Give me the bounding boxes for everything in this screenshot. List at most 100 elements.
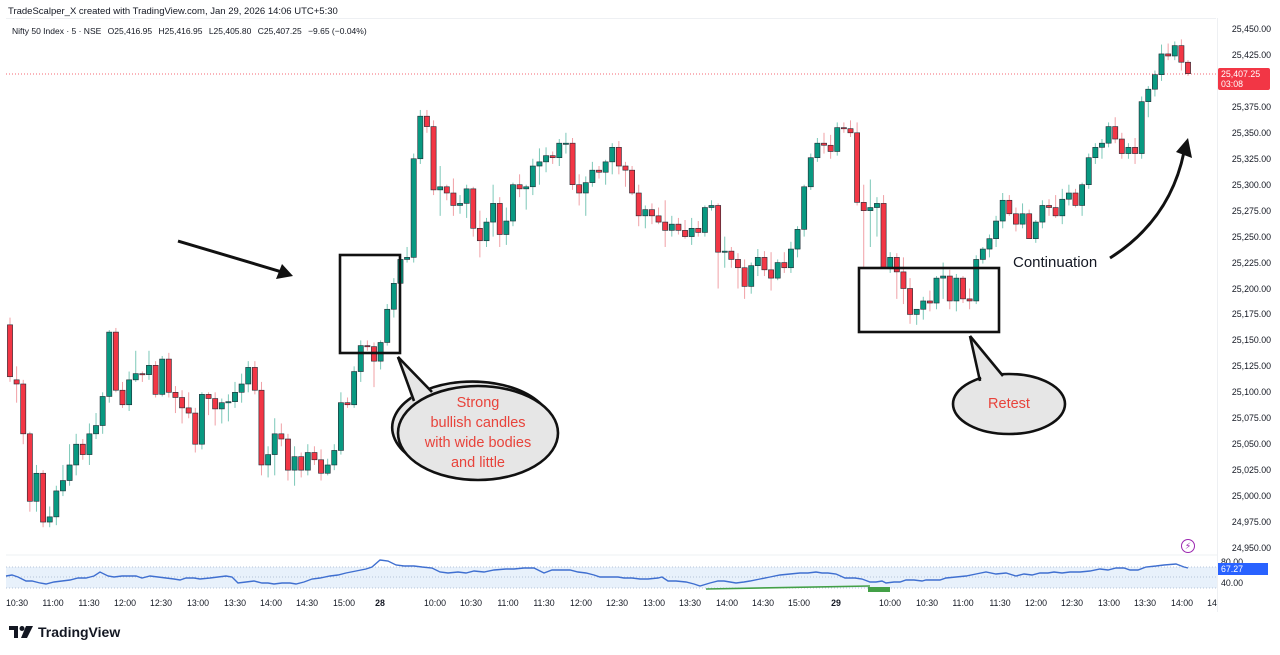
price-tick-label: 25,150.00	[1231, 335, 1271, 346]
price-axis[interactable]: 25,450.00 25,425.00 25,375.00 25,350.00 25,3…	[1217, 18, 1280, 612]
candle-body	[1065, 192, 1072, 200]
candle-body	[265, 454, 272, 466]
candle-body	[417, 115, 424, 160]
candle-body	[496, 203, 503, 235]
time-axis[interactable]: 10:30 11:00 11:30 12:00 12:30 13:00 13:30 14:00…	[6, 594, 1217, 612]
candle-body	[649, 209, 655, 217]
candle-body	[212, 398, 219, 410]
candle-body	[576, 184, 583, 194]
candle-body	[1072, 192, 1079, 206]
candle-body	[390, 283, 397, 310]
callout-tail-strong	[398, 357, 432, 400]
candle-body	[596, 169, 602, 173]
price-tick-label: 25,325.00	[1231, 153, 1271, 164]
candle-body	[364, 345, 371, 348]
candle-body	[324, 464, 331, 474]
candle-body	[933, 277, 940, 304]
price-tick-label: 24,950.00	[1231, 543, 1271, 553]
candle-body	[1039, 205, 1046, 223]
candle-body	[788, 248, 794, 269]
rsi-divergence-marker	[868, 587, 890, 592]
callout-tail-edge	[396, 356, 416, 402]
candle-body	[754, 257, 761, 266]
candle-body	[337, 402, 344, 451]
time-tick-label: 12:30	[605, 598, 629, 608]
candle-body	[662, 221, 669, 231]
candle-body	[20, 383, 27, 435]
candle-body	[1132, 147, 1138, 154]
price-tick-label: 24,975.00	[1231, 517, 1271, 528]
retest-highlight-box	[857, 266, 1001, 334]
time-tick-label: 12:00	[113, 598, 137, 608]
candle-body	[7, 324, 13, 378]
candle-body	[1152, 74, 1158, 90]
candle-body	[490, 203, 497, 223]
candles-group	[7, 39, 1191, 528]
continuation-label: Continuation	[1013, 254, 1098, 271]
last-price-badge: 25,407.25 03:08	[1218, 68, 1270, 90]
candle-body	[801, 186, 808, 230]
tradingview-logo: TradingView	[9, 624, 120, 640]
candle-body	[900, 271, 907, 289]
candle-body	[93, 425, 99, 435]
price-tick-label: 25,200.00	[1231, 283, 1271, 294]
candle-body	[668, 223, 675, 231]
candle-body	[708, 205, 715, 208]
candle-body	[218, 402, 225, 410]
time-tick-label: 11:00	[952, 598, 974, 608]
candle-body	[768, 269, 774, 279]
candle-body	[953, 277, 960, 302]
candle-body	[887, 257, 894, 269]
candle-body	[715, 205, 722, 253]
candle-body	[470, 188, 477, 229]
candle-body	[146, 365, 152, 375]
candle-body	[563, 142, 569, 145]
candle-body	[311, 452, 318, 461]
callout-line: and little	[450, 455, 505, 471]
candle-body	[1013, 213, 1019, 225]
price-tick-label: 25,175.00	[1231, 309, 1271, 320]
price-tick-label: 25,225.00	[1231, 257, 1271, 268]
candle-body	[457, 203, 463, 206]
candle-body	[913, 308, 920, 315]
candle-body	[821, 142, 827, 146]
candle-body	[926, 300, 933, 304]
candle-body	[79, 443, 86, 455]
candle-body	[966, 298, 973, 302]
price-tick-label: 25,125.00	[1231, 361, 1271, 372]
price-tick-label: 25,450.00	[1231, 24, 1271, 34]
candle-body	[682, 230, 688, 237]
chart-attribution: TradeScalper_X created with TradingView.…	[8, 6, 338, 17]
lightning-icon[interactable]: ⚡︎	[1181, 539, 1195, 553]
time-tick-label: 13:00	[186, 598, 210, 608]
rsi-line	[5, 559, 1189, 587]
candle-body	[152, 365, 159, 395]
chart-pane[interactable]	[6, 18, 1216, 613]
candle-body	[66, 464, 73, 481]
time-tick-label: 14:00	[259, 598, 283, 608]
callout-tail-edge	[968, 335, 982, 382]
time-tick-label: 11:30	[533, 598, 555, 608]
rsi-upper-label: 80.00	[1221, 557, 1244, 567]
time-tick-label: 10:00	[423, 598, 447, 608]
candle-body	[251, 367, 258, 391]
candle-body	[536, 161, 543, 167]
candle-body	[688, 227, 695, 237]
candle-body	[874, 203, 880, 208]
candle-body	[761, 257, 768, 271]
candle-body	[60, 480, 66, 492]
time-tick-label: 14:30	[295, 598, 319, 608]
time-tick-label: 12:30	[1060, 598, 1084, 608]
candle-body	[40, 472, 46, 523]
candle-body	[304, 452, 311, 471]
candle-body	[807, 157, 814, 188]
symbol-name[interactable]: Nifty 50 Index · 5 · NSE	[12, 26, 102, 36]
candle-body	[430, 126, 437, 191]
candle-body	[1178, 45, 1185, 63]
candle-body	[271, 433, 278, 455]
candle-body	[344, 402, 351, 406]
candle-body	[675, 223, 682, 231]
candle-body	[1105, 126, 1112, 144]
callout-ellipse-strong	[396, 384, 560, 482]
